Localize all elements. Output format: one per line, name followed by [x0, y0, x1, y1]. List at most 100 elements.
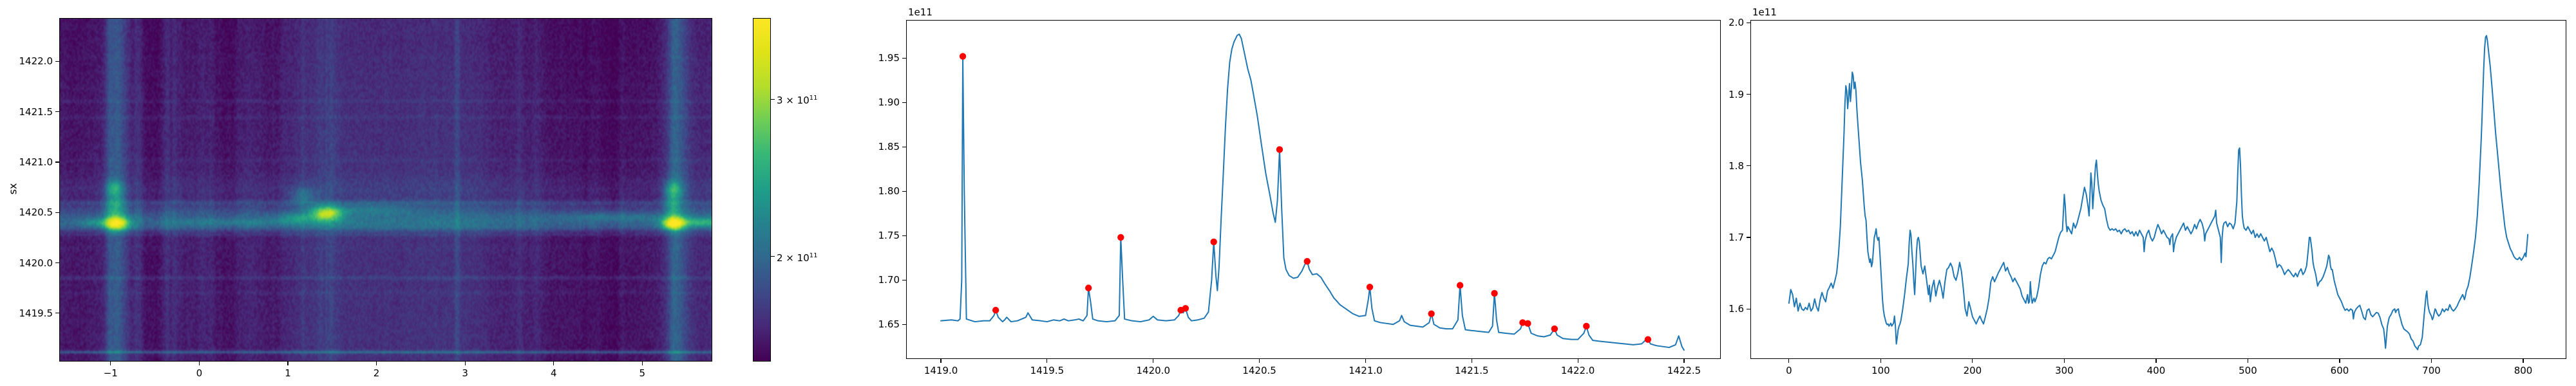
peak-marker	[1491, 290, 1498, 297]
y-tick-label: 1.6	[1728, 303, 1744, 315]
x-tick-mark	[1365, 359, 1367, 363]
y-tick-mark	[55, 161, 59, 163]
colorbar-tick-label: 2 × 1011	[777, 250, 817, 264]
x-tick-label: 500	[2239, 365, 2257, 376]
x-tick-label: 1420.5	[1242, 365, 1276, 376]
x-tick-mark	[375, 362, 377, 365]
colorbar-tick-label: 3 × 1011	[777, 93, 817, 106]
y-tick-mark	[902, 235, 906, 236]
x-tick-mark	[198, 362, 200, 365]
x-tick-mark	[464, 362, 466, 365]
x-tick-mark	[940, 359, 942, 363]
y-tick-mark	[55, 262, 59, 264]
x-tick-label: 700	[2422, 365, 2441, 376]
x-tick-mark	[1683, 359, 1685, 363]
x-tick-mark	[2339, 359, 2340, 363]
colorbar-tick-mantissa: 2 × 10	[777, 252, 810, 264]
colorbar-tick-mark	[771, 256, 775, 257]
peak-marker	[992, 306, 999, 314]
colorbar-tick-exponent: 11	[809, 95, 818, 102]
timeseries-plot	[1788, 35, 2529, 351]
y-tick-mark	[902, 324, 906, 325]
y-tick-mark	[902, 190, 906, 192]
x-tick-label: 1420.0	[1136, 365, 1171, 376]
x-tick-mark	[287, 362, 289, 365]
x-tick-label: 3	[462, 367, 468, 379]
spectrum-line	[940, 33, 1685, 351]
x-tick-label: 1421.5	[1455, 365, 1489, 376]
y-tick-label: 1420.5	[19, 207, 53, 219]
spectrum-plot	[940, 33, 1685, 351]
peak-marker	[1551, 325, 1558, 333]
y-tick-label: 1.95	[878, 52, 900, 64]
y-tick-mark	[1747, 94, 1750, 95]
x-tick-label: 1419.5	[1030, 365, 1065, 376]
x-tick-label: 200	[1963, 365, 1982, 376]
y-tick-mark	[55, 60, 59, 62]
peak-marker	[1303, 258, 1311, 265]
x-tick-label: 0	[196, 367, 203, 379]
x-tick-label: 1	[285, 367, 291, 379]
timeseries-offset-label: 1e11	[1752, 6, 1777, 18]
peak-marker	[1456, 282, 1464, 289]
y-tick-label: 2.0	[1728, 17, 1744, 29]
y-tick-label: 1.75	[878, 230, 900, 242]
colorbar-tick-mantissa: 3 × 10	[777, 95, 810, 107]
y-tick-label: 1.8	[1728, 160, 1744, 172]
x-tick-mark	[110, 362, 111, 365]
x-tick-label: 400	[2146, 365, 2166, 376]
x-tick-label: 1419.0	[923, 365, 958, 376]
peak-marker	[959, 53, 967, 60]
y-tick-label: 1.85	[878, 141, 900, 153]
x-tick-label: 1422.0	[1560, 365, 1595, 376]
peak-marker	[1644, 336, 1652, 343]
peak-marker	[1583, 322, 1590, 330]
peak-marker	[1117, 234, 1124, 241]
x-tick-label: 600	[2330, 365, 2349, 376]
x-tick-label: 1421.0	[1349, 365, 1383, 376]
peak-marker	[1366, 284, 1374, 291]
x-tick-mark	[553, 362, 554, 365]
x-tick-label: 800	[2514, 365, 2533, 376]
x-tick-label: 1422.5	[1667, 365, 1701, 376]
peak-marker	[1276, 146, 1283, 153]
y-tick-label: 1.7	[1728, 231, 1744, 243]
x-tick-mark	[1880, 359, 1881, 363]
y-tick-label: 1421.0	[19, 156, 53, 168]
y-tick-mark	[1747, 165, 1750, 167]
y-tick-mark	[55, 212, 59, 213]
y-tick-label: 1.80	[878, 185, 900, 198]
y-tick-label: 1422.0	[19, 55, 53, 68]
peak-marker	[1428, 310, 1435, 317]
peak-marker	[1085, 284, 1092, 291]
x-tick-mark	[1046, 359, 1048, 363]
y-tick-label: 1419.5	[19, 307, 53, 319]
x-tick-label: 5	[639, 367, 646, 379]
y-tick-mark	[902, 57, 906, 59]
y-tick-label: 1.9	[1728, 88, 1744, 100]
y-tick-label: 1.65	[878, 318, 900, 331]
x-tick-label: 100	[1871, 365, 1890, 376]
y-tick-label: 1421.5	[19, 106, 53, 118]
spectrum-offset-label: 1e11	[908, 6, 933, 18]
x-tick-label: 300	[2055, 365, 2074, 376]
peak-marker	[1210, 238, 1217, 246]
y-tick-label: 1.70	[878, 274, 900, 286]
peak-marker	[1524, 320, 1531, 327]
x-tick-label: 2	[373, 367, 380, 379]
x-tick-label: −1	[103, 367, 118, 379]
x-tick-label: 0	[1786, 365, 1792, 376]
x-tick-label: 4	[550, 367, 557, 379]
x-tick-mark	[641, 362, 643, 365]
peak-marker	[1519, 319, 1526, 326]
peak-marker	[1182, 305, 1189, 312]
x-tick-mark	[2430, 359, 2432, 363]
heatmap-image	[60, 19, 712, 361]
y-tick-mark	[902, 102, 906, 103]
colorbar-gradient	[753, 19, 770, 361]
x-tick-mark	[2063, 359, 2065, 363]
colorbar-tick-mark	[771, 98, 775, 100]
timeseries-line	[1788, 35, 2529, 351]
x-tick-mark	[1258, 359, 1260, 363]
